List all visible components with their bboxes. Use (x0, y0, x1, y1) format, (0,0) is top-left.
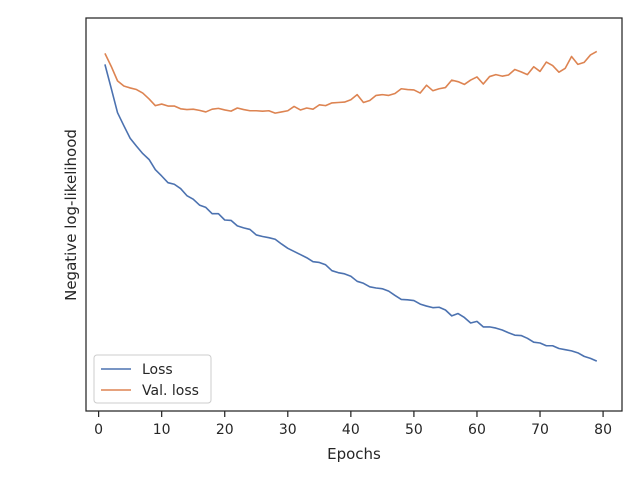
x-tick-label: 70 (531, 422, 549, 438)
legend-label-loss: Loss (142, 362, 173, 378)
legend-label-val-loss: Val. loss (142, 383, 199, 399)
series-line-loss (104, 64, 598, 362)
x-tick-label: 40 (342, 422, 360, 438)
x-tick-label: 60 (468, 422, 486, 438)
x-axis-ticks: 0 10 20 30 40 50 60 70 80 (94, 411, 612, 438)
series-line-val-loss (104, 50, 598, 114)
y-axis-title: Negative log-likelihood (62, 129, 80, 301)
x-axis-title: Epochs (327, 445, 381, 463)
legend: Loss Val. loss (93, 354, 212, 404)
x-tick-label: 30 (279, 422, 297, 438)
legend-box (93, 354, 212, 404)
x-tick-label: 0 (94, 422, 103, 438)
x-tick-label: 50 (405, 422, 423, 438)
x-tick-label: 80 (594, 422, 612, 438)
plot-lines (104, 50, 598, 362)
x-tick-label: 10 (153, 422, 171, 438)
plot-frame (85, 17, 623, 412)
x-tick-label: 20 (216, 422, 234, 438)
